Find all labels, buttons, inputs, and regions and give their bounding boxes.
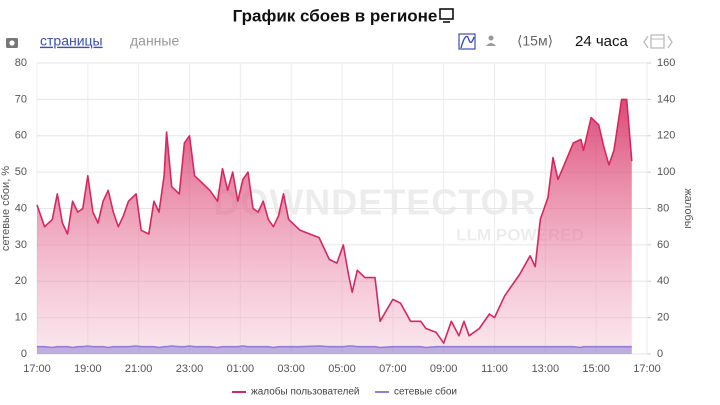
y-tick-label: 10 xyxy=(15,312,27,324)
y-tick-label: 60 xyxy=(15,130,27,142)
interval[interactable]: ⟨15м⟩ xyxy=(517,33,553,49)
y2-tick-label: 160 xyxy=(657,57,675,69)
tab-data[interactable]: данные xyxy=(130,33,179,49)
camera-icon[interactable] xyxy=(6,38,18,48)
x-tick-label: 15:00 xyxy=(582,363,610,375)
tab-pages[interactable]: страницы xyxy=(40,33,103,49)
calendar-nav[interactable] xyxy=(643,34,673,49)
x-tick-label: 13:00 xyxy=(532,363,560,375)
y2-tick-label: 0 xyxy=(657,348,663,360)
area xyxy=(37,346,632,354)
legend-label: сетевые сбои xyxy=(394,386,457,398)
x-tick-label: 09:00 xyxy=(430,363,458,375)
x-tick-label: 01:00 xyxy=(227,363,255,375)
y-tick-label: 40 xyxy=(15,202,27,214)
x-tick-label: 23:00 xyxy=(176,363,204,375)
x-tick-label: 11:00 xyxy=(481,363,508,375)
x-tick-label: 19:00 xyxy=(74,363,102,375)
legend-label: жалобы пользователей xyxy=(251,386,360,398)
y-tick-label: 50 xyxy=(15,166,27,178)
y2-tick-label: 120 xyxy=(657,130,675,142)
x-tick-label: 17:00 xyxy=(23,363,51,375)
y-axis-label: сетевые сбои, % xyxy=(0,166,12,251)
y-tick-label: 20 xyxy=(15,275,27,287)
x-tick-label: 05:00 xyxy=(328,363,356,375)
y-tick-label: 30 xyxy=(15,239,27,251)
range[interactable]: 24 часа xyxy=(575,33,629,50)
y2-tick-label: 40 xyxy=(657,275,669,287)
chart-title: График сбоев в регионе xyxy=(233,6,438,25)
y-tick-label: 0 xyxy=(21,348,27,360)
y2-tick-label: 20 xyxy=(657,312,669,324)
line xyxy=(37,345,632,349)
y-tick-label: 70 xyxy=(15,93,27,105)
y2-axis-label: жалобы xyxy=(682,188,694,228)
monitor-icon xyxy=(439,8,454,23)
x-tick-label: 21:00 xyxy=(125,363,153,375)
line xyxy=(36,98,633,344)
y2-tick-label: 60 xyxy=(657,239,669,251)
y2-tick-label: 100 xyxy=(657,166,675,178)
y2-tick-label: 80 xyxy=(657,202,669,214)
area xyxy=(37,99,632,355)
user-icon[interactable] xyxy=(486,35,496,47)
y2-tick-label: 140 xyxy=(657,93,675,105)
y-tick-label: 80 xyxy=(15,57,27,69)
x-tick-label: 03:00 xyxy=(277,363,305,375)
chart-type-icon[interactable] xyxy=(458,33,476,50)
x-tick-label: 17:00 xyxy=(633,363,661,375)
x-tick-label: 07:00 xyxy=(379,363,407,375)
